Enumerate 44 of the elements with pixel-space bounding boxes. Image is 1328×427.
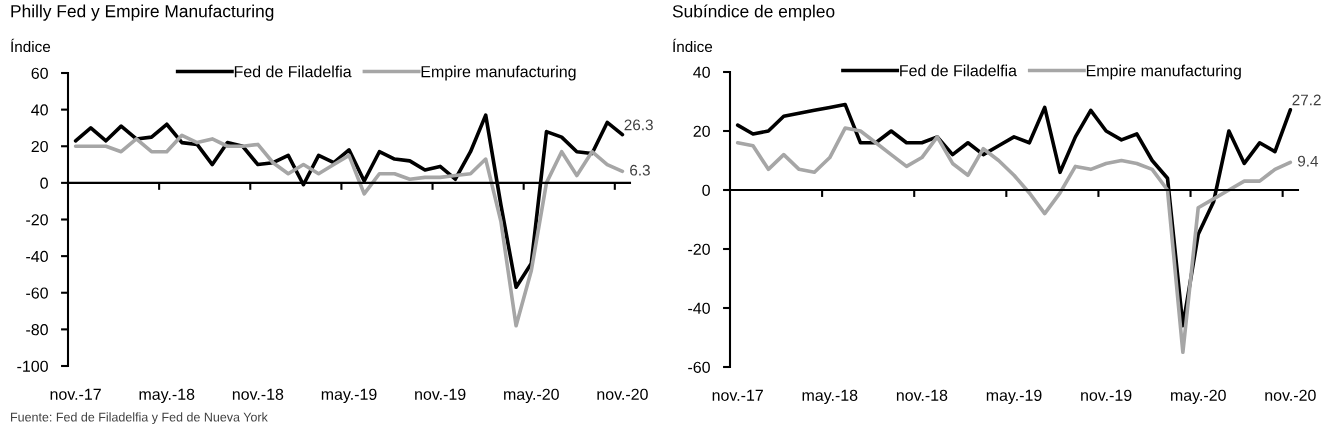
y-axis-title: Índice: [11, 38, 51, 53]
chart-title: Subíndice de empleo: [672, 4, 835, 21]
y-tick-label: 0: [40, 177, 48, 189]
x-tick-label: nov.-18: [896, 389, 948, 401]
source-note: Fuente: Fed de Filadelfia y Fed de Nueva York: [11, 412, 268, 424]
y-tick-label: -100: [17, 360, 48, 372]
data-label: 6.3: [630, 164, 650, 176]
x-tick-label: nov.-17: [712, 389, 763, 401]
line-series: [73, 133, 625, 328]
legend-label: Fed de Filadelfia: [234, 65, 352, 78]
line-series: [735, 126, 1293, 355]
data-label: 9.4: [1297, 155, 1319, 167]
x-tick-label: may.-19: [321, 388, 377, 404]
y-tick-label: -80: [26, 324, 48, 336]
x-tick-label: nov.-18: [232, 388, 284, 400]
y-tick-label: 40: [693, 66, 710, 78]
x-tick-label: may.-18: [139, 388, 195, 404]
y-tick-label: 20: [31, 140, 48, 153]
x-tick-label: nov.-20: [597, 388, 648, 400]
x-tick-label: nov.-17: [50, 388, 101, 400]
y-tick-label: 40: [31, 104, 48, 116]
data-label: 26.3: [624, 119, 653, 131]
y-tick-label: -40: [688, 302, 710, 314]
y-tick-label: -20: [26, 214, 48, 226]
x-tick-label: nov.-19: [1081, 389, 1132, 401]
x-tick-label: may.-18: [802, 389, 858, 405]
y-tick-label: -40: [26, 250, 48, 263]
legend-label: Empire manufacturing: [1086, 64, 1241, 80]
chart-title: Philly Fed y Empire Manufacturing: [11, 4, 274, 21]
y-tick-label: -20: [688, 243, 710, 255]
legend-label: Fed de Filadelfia: [900, 64, 1017, 77]
y-tick-label: -60: [26, 287, 48, 299]
x-tick-label: may.-19: [986, 389, 1042, 405]
y-tick-label: 20: [693, 125, 710, 137]
x-tick-label: may.-20: [504, 388, 559, 404]
x-tick-label: nov.-20: [1265, 389, 1316, 401]
y-tick-label: 60: [31, 67, 48, 79]
x-tick-label: may.-20: [1171, 389, 1226, 405]
x-tick-label: nov.-19: [415, 388, 466, 400]
legend-label: Empire manufacturing: [421, 65, 576, 81]
y-axis-title: Índice: [673, 38, 713, 53]
data-label: 27.2: [1292, 94, 1321, 106]
y-tick-label: -60: [688, 361, 710, 373]
y-tick-label: 0: [702, 184, 710, 196]
